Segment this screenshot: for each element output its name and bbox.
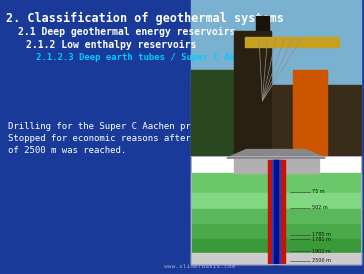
Bar (191, 173, 361, 193)
Bar (274, 160, 278, 264)
Bar (191, 0, 361, 155)
Text: Stopped for economic reasons after a depth: Stopped for economic reasons after a dep… (8, 134, 234, 143)
Text: 1785 m: 1785 m (312, 232, 331, 237)
Text: 502 m: 502 m (312, 205, 328, 210)
Text: 2. Classification of geothermal systems: 2. Classification of geothermal systems (6, 12, 284, 25)
Bar (191, 224, 361, 239)
Bar (268, 160, 285, 264)
Bar (272, 160, 280, 264)
Text: Drilling for the Super C Aachen project.: Drilling for the Super C Aachen project. (8, 122, 223, 131)
Text: 2.1.2.3 Deep earth tubes / Super C Aachen: 2.1.2.3 Deep earth tubes / Super C Aache… (36, 53, 256, 62)
Bar (191, 193, 361, 209)
Text: of 2500 m was reached.: of 2500 m was reached. (8, 146, 126, 155)
Bar (191, 239, 361, 253)
Bar (233, 31, 271, 155)
Text: 2.1.2 Low enthalpy reservoirs: 2.1.2 Low enthalpy reservoirs (26, 40, 196, 50)
Bar (233, 158, 318, 173)
Bar (191, 156, 361, 264)
Text: www.sliderbasis.com: www.sliderbasis.com (165, 264, 236, 269)
Text: 1902 m: 1902 m (312, 249, 331, 253)
Bar (191, 156, 361, 264)
Text: 75 m: 75 m (312, 189, 324, 194)
Text: 1781 m: 1781 m (312, 237, 331, 242)
Text: 2.1 Deep geothermal energy reservoirs: 2.1 Deep geothermal energy reservoirs (18, 27, 236, 37)
Bar (293, 70, 327, 155)
Bar (191, 209, 361, 224)
Bar (256, 16, 269, 155)
Polygon shape (227, 150, 325, 158)
Bar (191, 70, 250, 155)
Bar (245, 37, 339, 47)
Bar (191, 85, 361, 155)
Text: 2500 m: 2500 m (312, 258, 331, 263)
Bar (191, 253, 361, 264)
